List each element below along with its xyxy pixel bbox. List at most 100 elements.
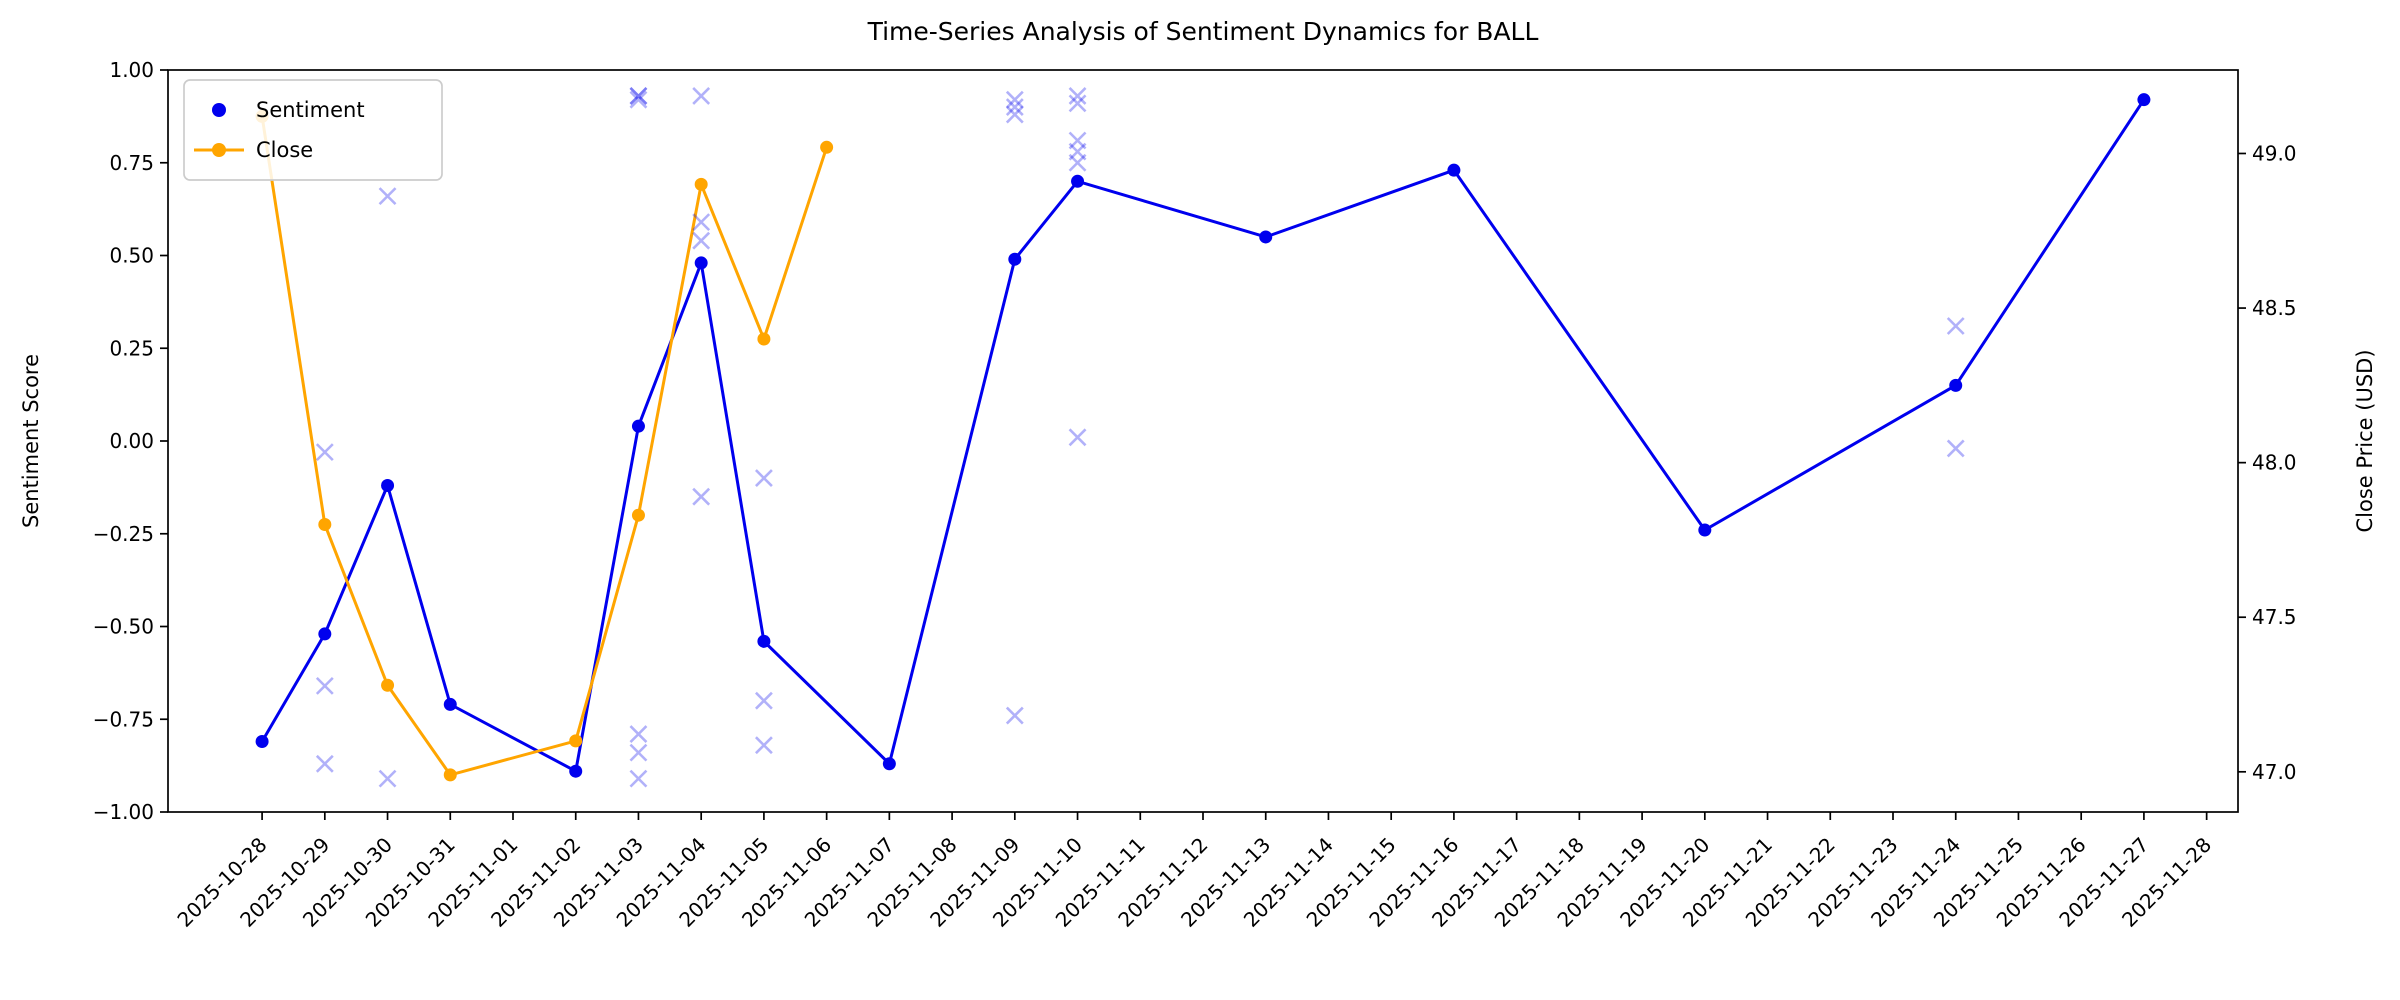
x-marker-stroke [315, 754, 334, 773]
sentiment-point [882, 757, 896, 771]
scatter-x-marker [315, 754, 334, 773]
x-marker-stroke [378, 187, 397, 206]
x-marker-stroke [629, 87, 648, 105]
close-point [694, 177, 708, 191]
sentiment-point [2137, 93, 2151, 107]
x-marker-stroke [692, 87, 711, 105]
scatter-x-marker [1068, 428, 1087, 447]
chart-title: Time-Series Analysis of Sentiment Dynami… [867, 17, 1539, 46]
scatter-x-marker [692, 487, 711, 506]
x-marker-stroke [692, 213, 711, 232]
sentiment-point [1008, 252, 1022, 266]
close-point [631, 508, 645, 522]
y-tick-label-left: −0.75 [93, 707, 154, 731]
x-marker-stroke [754, 469, 773, 488]
scatter-x-marker [1068, 142, 1087, 161]
x-marker-stroke [1068, 142, 1087, 161]
x-marker-stroke [1005, 98, 1024, 117]
x-marker-stroke [378, 769, 397, 788]
x-marker-stroke [692, 87, 711, 105]
x-marker-stroke [629, 90, 648, 109]
sentiment-point [1447, 163, 1461, 177]
legend-marker [212, 103, 226, 117]
sentiment-point [694, 256, 708, 270]
x-marker-stroke [1005, 90, 1024, 109]
x-marker-stroke [315, 676, 334, 695]
scatter-x-marker [1068, 94, 1087, 113]
x-marker-stroke [315, 676, 334, 695]
scatter-x-marker [378, 769, 397, 788]
y-tick-label-right: 49.0 [2252, 141, 2297, 165]
legend-marker [212, 143, 226, 157]
legend-label-close: Close [256, 138, 313, 162]
x-marker-stroke [754, 691, 773, 710]
x-marker-stroke [1068, 428, 1087, 447]
x-marker-stroke [754, 736, 773, 755]
y-tick-label-left: −1.00 [93, 800, 154, 824]
x-marker-stroke [1068, 428, 1087, 447]
x-marker-stroke [629, 87, 648, 105]
scatter-x-marker [629, 725, 648, 744]
x-marker-stroke [1946, 317, 1965, 335]
x-marker-stroke [1005, 90, 1024, 109]
sentiment-point [443, 697, 457, 711]
sentiment-point [569, 764, 583, 778]
sentiment-point [318, 627, 332, 641]
x-marker-stroke [692, 487, 711, 506]
legend-label-sentiment: Sentiment [256, 98, 365, 122]
y-tick-label-left: 0.50 [109, 244, 154, 268]
sentiment-point [1071, 174, 1085, 188]
x-marker-stroke [1946, 317, 1965, 335]
close-point [820, 140, 834, 154]
x-marker-stroke [629, 87, 648, 105]
x-marker-stroke [1005, 105, 1024, 124]
x-marker-stroke [692, 231, 711, 250]
x-marker-stroke [378, 187, 397, 206]
x-marker-stroke [315, 443, 334, 462]
scatter-x-marker [1068, 131, 1087, 150]
left-axis-label: Sentiment Score [19, 354, 43, 528]
scatter-x-marker [629, 87, 648, 105]
x-marker-stroke [1068, 94, 1087, 113]
scatter-x-marker [1068, 87, 1087, 105]
scatter-x-marker [378, 187, 397, 206]
x-marker-stroke [629, 725, 648, 744]
sentiment-point [255, 735, 269, 749]
close-point [757, 332, 771, 346]
x-marker-stroke [315, 443, 334, 462]
right-axis-label: Close Price (USD) [2353, 349, 2377, 532]
x-marker-stroke [629, 725, 648, 744]
scatter-x-marker [1005, 98, 1024, 117]
x-marker-stroke [692, 231, 711, 250]
x-marker-stroke [1068, 131, 1087, 150]
sentiment-line [260, 98, 2146, 774]
x-marker-stroke [1068, 87, 1087, 105]
x-marker-stroke [629, 743, 648, 762]
y-tick-label-right: 47.0 [2252, 760, 2297, 784]
y-tick-label-left: 0.75 [109, 151, 154, 175]
x-marker-stroke [692, 487, 711, 506]
sentiment-point [1949, 378, 1963, 392]
x-marker-stroke [1005, 98, 1024, 117]
scatter-x-marker [1068, 153, 1087, 172]
x-marker-stroke [1068, 142, 1087, 161]
y-tick-label-left: 0.25 [109, 336, 154, 360]
scatter-x-marker [1005, 706, 1024, 725]
sentiment-point [381, 479, 395, 493]
x-marker-stroke [1946, 439, 1965, 458]
x-marker-stroke [629, 90, 648, 109]
scatter-x-marker [692, 87, 711, 105]
scatter-x-marker [692, 213, 711, 232]
x-marker-stroke [1005, 706, 1024, 725]
x-marker-stroke [629, 87, 648, 105]
close-point [569, 734, 583, 748]
y-tick-label-right: 48.0 [2252, 451, 2297, 475]
scatter-x-marker [1005, 90, 1024, 109]
x-marker-stroke [692, 213, 711, 232]
y-tick-label-left: −0.25 [93, 522, 154, 546]
legend-box [183, 79, 443, 181]
y-tick-label-left: 0.00 [109, 429, 154, 453]
x-marker-stroke [754, 469, 773, 488]
